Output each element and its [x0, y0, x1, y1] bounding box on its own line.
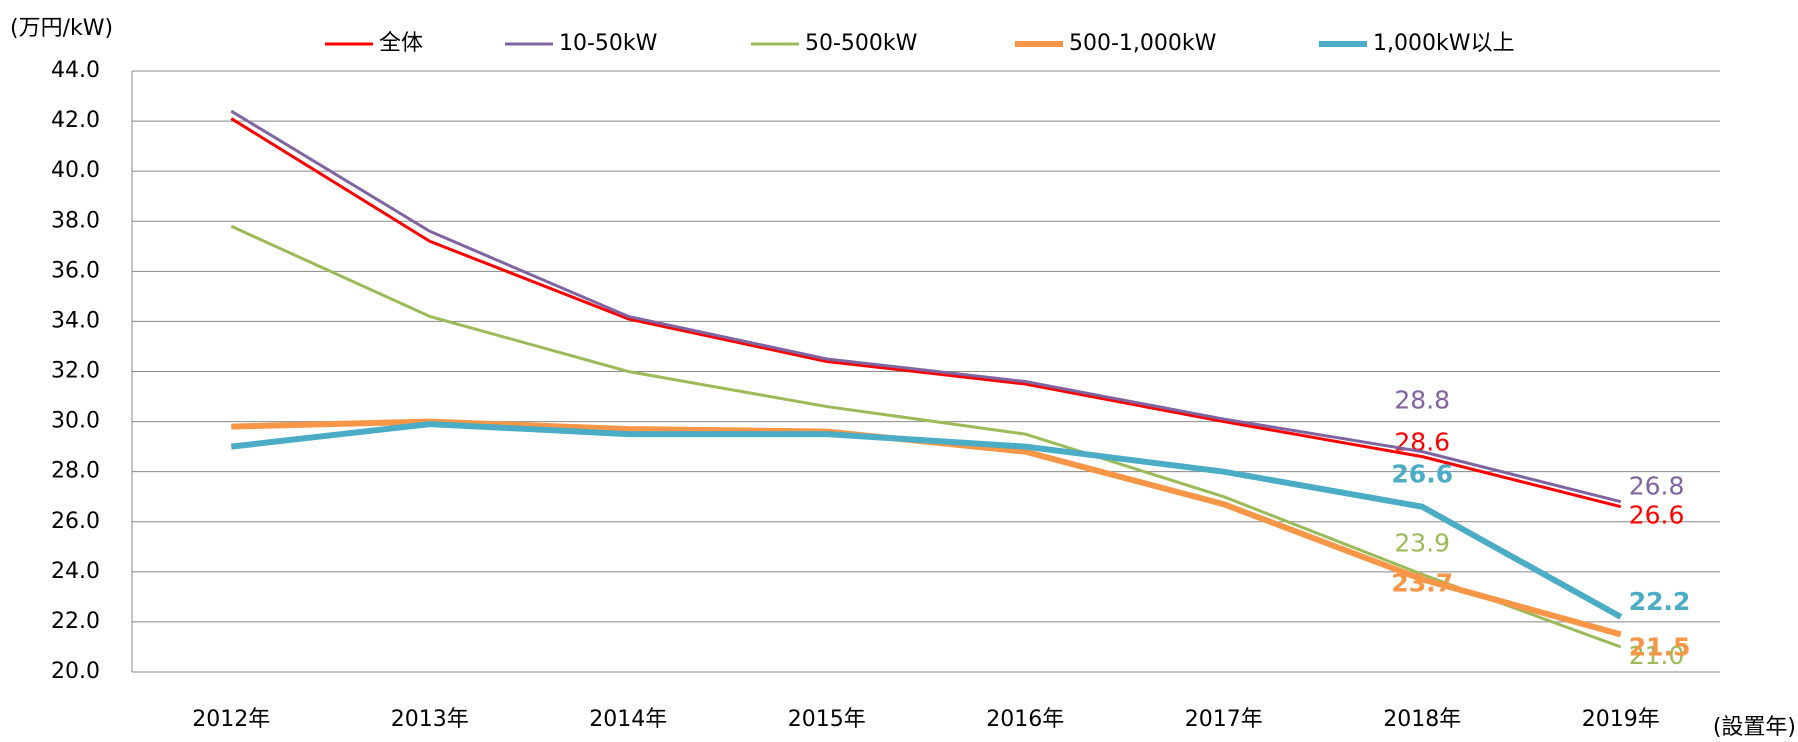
series-line: [230, 421, 1623, 620]
data-label: 23.9: [1394, 528, 1450, 557]
x-axis-label: (設置年): [1713, 715, 1796, 740]
y-tick-label: 22.0: [51, 609, 100, 634]
legend-label: 10-50kW: [559, 31, 658, 56]
legend-label: 1,000kW以上: [1373, 31, 1514, 56]
y-tick-label: 36.0: [51, 258, 100, 283]
series-line: [230, 109, 1622, 504]
y-tick-label: 30.0: [51, 409, 100, 434]
data-label: 26.6: [1629, 501, 1685, 530]
x-tick-label: 2017年: [1185, 707, 1263, 732]
y-tick-label: 26.0: [51, 509, 100, 534]
data-label: 26.8: [1629, 472, 1685, 501]
x-tick-label: 2019年: [1582, 707, 1660, 732]
y-tick-label: 40.0: [51, 158, 100, 183]
y-tick-label: 34.0: [51, 308, 100, 333]
series-line: [230, 117, 1622, 509]
y-tick-label: 42.0: [51, 108, 100, 133]
data-label: 23.7: [1391, 568, 1453, 597]
x-tick-label: 2018年: [1383, 707, 1461, 732]
y-axis-label: (万円/kW): [10, 16, 113, 41]
data-label: 21.0: [1629, 641, 1685, 670]
x-tick-label: 2015年: [788, 707, 866, 732]
y-tick-label: 44.0: [51, 58, 100, 83]
x-tick-label: 2013年: [391, 707, 469, 732]
x-tick-label: 2016年: [986, 707, 1064, 732]
data-label: 28.8: [1394, 386, 1450, 415]
series-line: [230, 224, 1622, 649]
data-label: 21.5: [1629, 632, 1691, 661]
y-tick-label: 38.0: [51, 208, 100, 233]
data-label: 22.2: [1629, 587, 1691, 616]
y-tick-label: 28.0: [51, 459, 100, 484]
legend-label: 全体: [379, 31, 423, 56]
legend-label: 50-500kW: [805, 31, 918, 56]
legend-label: 500-1,000kW: [1069, 31, 1217, 56]
x-tick-label: 2012年: [192, 707, 270, 732]
y-tick-label: 32.0: [51, 359, 100, 384]
data-label: 26.6: [1391, 460, 1453, 489]
x-tick-label: 2014年: [589, 707, 667, 732]
y-tick-label: 20.0: [51, 659, 100, 684]
y-tick-label: 24.0: [51, 559, 100, 584]
